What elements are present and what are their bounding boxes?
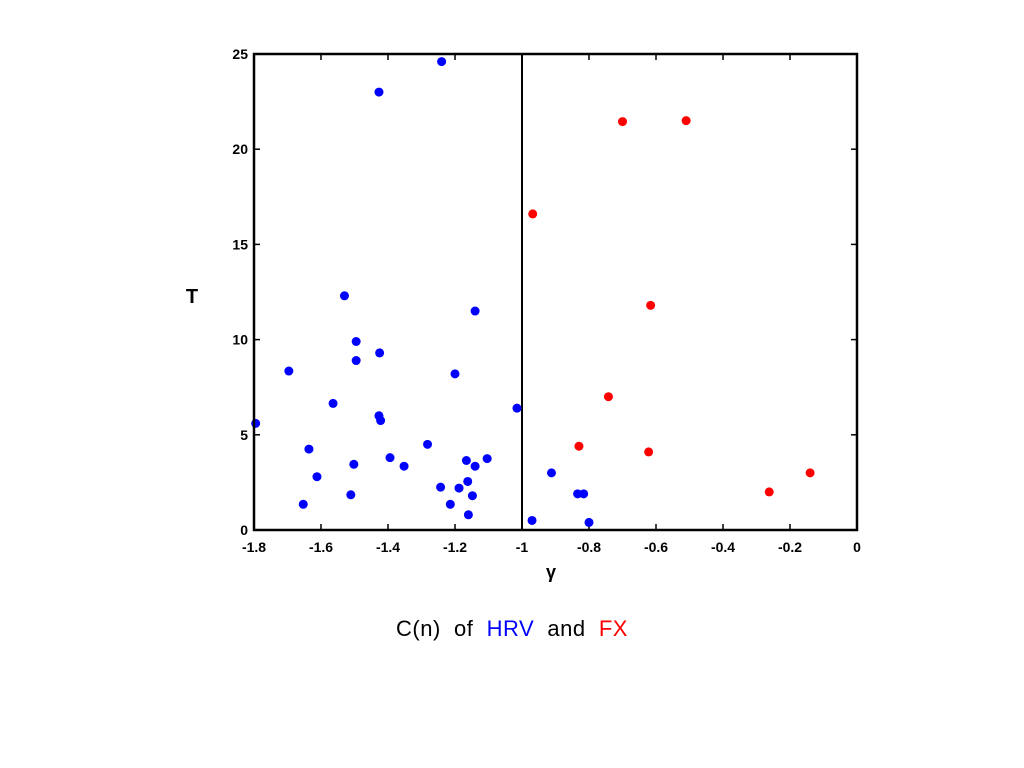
chart-caption: C(n) of HRV and FX <box>0 616 1024 642</box>
fx-point <box>764 487 774 497</box>
hrv-point <box>374 87 384 97</box>
data-points <box>251 57 815 527</box>
x-tick-label: -1.6 <box>309 539 333 555</box>
fx-point <box>618 117 627 127</box>
axis-tick-labels: -1.8 -1.6 -1.4 -1.2 -1 -0.8 -0.6 -0.4 -0.2 0 0 5 10 1… <box>232 46 861 555</box>
y-tick-label: 25 <box>232 46 248 62</box>
caption-and: and <box>547 616 586 641</box>
hrv-point <box>470 306 480 316</box>
fx-point <box>644 447 654 457</box>
hrv-point <box>375 348 385 358</box>
hrv-point <box>454 483 464 493</box>
hrv-point <box>463 476 473 486</box>
hrv-point <box>512 403 522 413</box>
x-axis-label: γ <box>546 562 556 582</box>
x-tick-label: -0.8 <box>577 539 601 555</box>
hrv-point <box>482 454 492 464</box>
x-tick-label: -0.6 <box>644 539 668 555</box>
y-axis-label: T <box>186 286 198 308</box>
caption-prefix: C(n) <box>396 616 441 641</box>
hrv-point <box>423 439 433 449</box>
hrv-point <box>437 57 447 67</box>
hrv-point <box>328 398 338 408</box>
caption-of: of <box>454 616 474 641</box>
fx-point <box>603 392 613 402</box>
fx-point <box>574 441 584 451</box>
hrv-point <box>461 456 471 466</box>
hrv-point <box>284 366 294 376</box>
x-tick-label: -1.4 <box>376 539 400 555</box>
x-tick-label: 0 <box>853 539 861 555</box>
x-tick-label: -1.8 <box>242 539 266 555</box>
y-tick-label: 20 <box>232 141 248 157</box>
hrv-point <box>298 499 308 509</box>
y-tick-label: 0 <box>240 522 248 538</box>
hrv-point <box>579 489 589 499</box>
hrv-point <box>399 461 409 471</box>
x-tick-label: -1 <box>516 539 529 555</box>
x-tick-label: -0.2 <box>778 539 802 555</box>
hrv-point <box>546 468 556 478</box>
hrv-point <box>351 356 361 366</box>
hrv-point <box>385 453 395 463</box>
hrv-point <box>450 369 460 379</box>
hrv-point <box>304 444 314 454</box>
hrv-point <box>349 459 359 469</box>
fx-point <box>646 300 656 310</box>
hrv-point <box>584 517 594 527</box>
x-tick-label: -1.2 <box>443 539 467 555</box>
hrv-point <box>346 490 356 500</box>
hrv-point <box>251 418 261 428</box>
y-tick-label: 15 <box>232 236 248 252</box>
hrv-point <box>467 491 477 501</box>
hrv-point <box>470 461 480 471</box>
hrv-point <box>445 499 455 509</box>
hrv-point <box>339 291 349 301</box>
hrv-point <box>436 482 446 492</box>
y-tick-label: 10 <box>232 332 248 348</box>
hrv-point <box>351 337 361 347</box>
y-tick-label: 5 <box>240 427 248 443</box>
caption-fx: FX <box>598 616 628 641</box>
caption-hrv: HRV <box>486 616 535 641</box>
hrv-point <box>463 510 473 520</box>
fx-point <box>681 116 691 126</box>
hrv-point <box>527 515 537 525</box>
hrv-point <box>312 472 322 482</box>
fx-point <box>528 209 538 219</box>
hrv-point <box>376 416 386 426</box>
fx-point <box>805 468 815 478</box>
plot-frame <box>252 52 859 532</box>
x-tick-label: -0.4 <box>711 539 735 555</box>
